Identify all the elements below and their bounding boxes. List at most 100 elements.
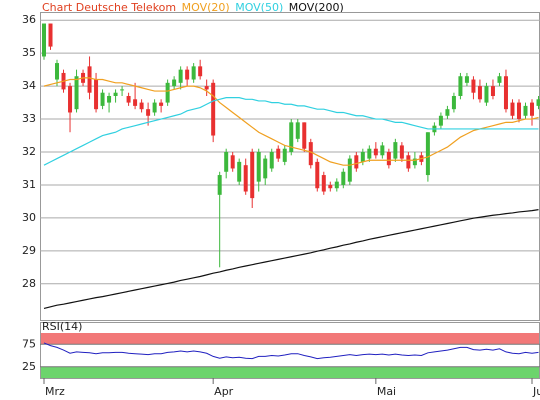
y-tick-label: 28 [22, 277, 36, 290]
candle-body [367, 148, 372, 159]
candle-body [425, 132, 430, 176]
candle-body [230, 155, 235, 169]
candle-body [139, 102, 144, 110]
candle-body [334, 181, 339, 189]
candle-body [354, 155, 359, 169]
candle-body [256, 152, 261, 182]
candle-body [406, 155, 411, 169]
y-tick-label: 36 [22, 13, 36, 26]
y-tick-label: 35 [22, 46, 36, 59]
candle-body [490, 86, 495, 96]
y-tick-label: 75 [22, 337, 36, 350]
candle-body [445, 109, 450, 116]
legend-entry: MOV(20) [182, 1, 230, 14]
candle-body [243, 165, 248, 192]
candle-body [185, 69, 190, 80]
y-tick-label: 31 [22, 178, 36, 191]
y-tick-label: 30 [22, 211, 36, 224]
candle-body [159, 102, 164, 106]
candle-body [308, 142, 313, 166]
candle-body [55, 63, 60, 80]
plot-frame [40, 12, 540, 321]
candle-body [68, 86, 73, 113]
candle-body [282, 148, 287, 162]
candle-body [126, 96, 131, 103]
candle-body [120, 89, 125, 91]
candle-body [328, 184, 333, 189]
legend-entry: MOV(200) [289, 1, 344, 14]
candle-body [224, 152, 229, 172]
candle-body [393, 142, 398, 159]
ma-line [43, 97, 539, 166]
candle-body [458, 76, 463, 96]
candle-body [438, 115, 443, 126]
candle-body [178, 69, 183, 83]
y-tick-label: 32 [22, 145, 36, 158]
candle-body [302, 122, 307, 149]
legend-entry: MOV(50) [235, 1, 283, 14]
candle-body [497, 76, 502, 83]
candle-body [276, 148, 281, 159]
candle-body [373, 148, 378, 156]
rsi-line [43, 342, 539, 360]
x-tick-label: Mai [377, 385, 396, 398]
candle-body [42, 23, 46, 57]
candle-body [510, 102, 515, 116]
candle-body [386, 152, 391, 166]
candle-body [399, 145, 404, 159]
candle-body [94, 79, 99, 110]
candle-body [269, 152, 274, 169]
candle-body [250, 152, 255, 199]
candle-body [464, 76, 469, 83]
candle-body [74, 76, 79, 110]
candle-body [347, 158, 352, 182]
candle-body [191, 66, 196, 80]
candle-body [87, 66, 92, 93]
y-tick-label: 25 [22, 360, 36, 373]
chart-title: Chart Deutsche Telekom [42, 1, 176, 14]
candle-body [315, 161, 320, 189]
candle-body [100, 92, 105, 106]
candle-body [471, 79, 476, 93]
candle-body [360, 152, 365, 162]
candle-body [211, 82, 216, 136]
candle-body [113, 92, 118, 96]
x-tick-label: Jun [532, 385, 540, 398]
candle-body [289, 122, 294, 152]
band-low [41, 366, 539, 378]
candle-body [380, 145, 385, 156]
candle-body [237, 161, 242, 182]
ma-line [43, 209, 539, 310]
y-tick-label: 34 [22, 79, 36, 92]
candle-body [217, 175, 222, 195]
candle-body [152, 102, 157, 113]
candle-body [484, 86, 489, 103]
band-high [41, 333, 539, 345]
ma-line [43, 77, 539, 166]
candle-body [204, 86, 209, 90]
candle-body [165, 82, 170, 103]
candle-body [341, 171, 346, 185]
x-tick-label: Mrz [45, 385, 65, 398]
candle-body [133, 99, 138, 106]
candle-body [295, 122, 300, 139]
legend: Chart Deutsche Telekom MOV(20) MOV(50) M… [42, 1, 344, 14]
y-tick-label: 29 [22, 244, 36, 257]
panel-title: RSI(14) [42, 320, 82, 333]
candle-body [536, 99, 540, 106]
candle-body [412, 158, 417, 166]
candle-body [48, 23, 53, 47]
candle-body [263, 158, 268, 179]
candle-body [198, 66, 203, 77]
y-tick-label: 33 [22, 112, 36, 125]
candle-body [530, 102, 534, 116]
candle-body [523, 105, 528, 116]
candle-body [107, 96, 112, 103]
candle-body [451, 96, 456, 110]
candle-body [503, 76, 508, 110]
x-tick-label: Apr [214, 385, 234, 398]
candle-body [146, 109, 151, 116]
candle-body [172, 79, 177, 87]
candle-body [477, 86, 482, 100]
